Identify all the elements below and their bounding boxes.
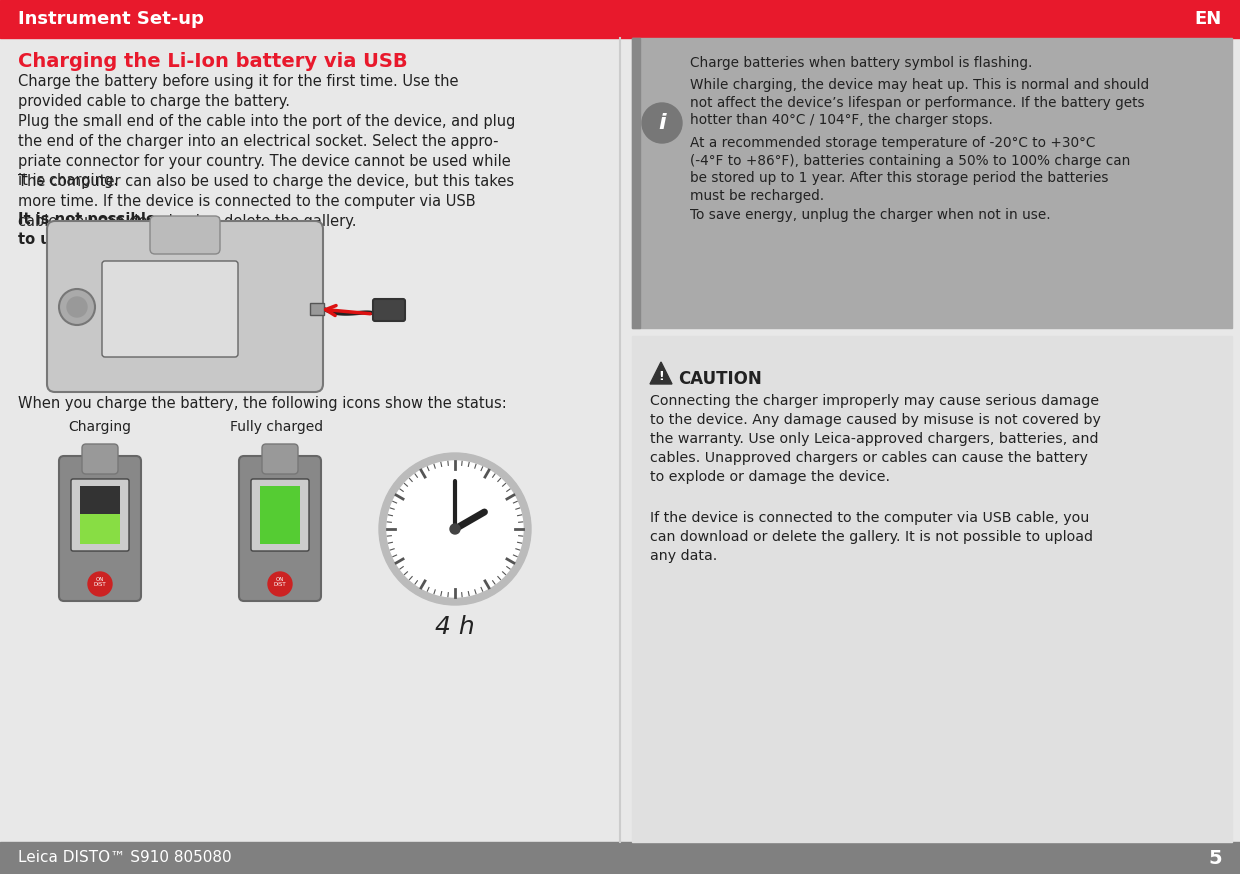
Circle shape	[67, 297, 87, 317]
Text: When you charge the battery, the following icons show the status:: When you charge the battery, the followi…	[19, 396, 507, 411]
FancyBboxPatch shape	[102, 261, 238, 357]
Bar	[632, 38, 640, 328]
Circle shape	[88, 572, 112, 596]
Text: Charging the Li-Ion battery via USB: Charging the Li-Ion battery via USB	[19, 52, 408, 71]
Text: ON
DIST: ON DIST	[94, 577, 107, 587]
Text: Leica DISTO™ S910 805080: Leica DISTO™ S910 805080	[19, 850, 232, 865]
Text: Charge the battery before using it for the first time. Use the
provided cable to: Charge the battery before using it for t…	[19, 74, 459, 108]
Text: CAUTION: CAUTION	[678, 370, 761, 388]
Text: ON
DIST: ON DIST	[274, 577, 286, 587]
FancyBboxPatch shape	[239, 456, 321, 601]
Bar	[81, 486, 120, 514]
Text: Charging: Charging	[68, 420, 131, 434]
Bar	[260, 486, 300, 544]
Circle shape	[642, 103, 682, 143]
Text: 4 h: 4 h	[435, 615, 475, 639]
Circle shape	[450, 524, 460, 534]
Text: It is not possible
to upload any data.: It is not possible to upload any data.	[19, 212, 180, 246]
Text: !: !	[658, 370, 663, 383]
Bar	[0, 842, 1240, 874]
Text: Plug the small end of the cable into the port of the device, and plug
the end of: Plug the small end of the cable into the…	[19, 114, 516, 189]
Bar	[0, 0, 1240, 38]
FancyBboxPatch shape	[60, 456, 141, 601]
FancyBboxPatch shape	[71, 479, 129, 551]
FancyBboxPatch shape	[82, 444, 118, 474]
FancyBboxPatch shape	[262, 444, 298, 474]
FancyBboxPatch shape	[150, 216, 219, 254]
Polygon shape	[650, 362, 672, 384]
Text: At a recommended storage temperature of -20°C to +30°C
(-4°F to +86°F), batterie: At a recommended storage temperature of …	[689, 135, 1131, 204]
Circle shape	[387, 461, 523, 597]
Text: If the device is connected to the computer via USB cable, you
can download or de: If the device is connected to the comput…	[650, 511, 1092, 563]
Text: Connecting the charger improperly may cause serious damage
to the device. Any da: Connecting the charger improperly may ca…	[650, 394, 1101, 484]
Text: EN: EN	[1195, 10, 1221, 28]
Bar	[81, 514, 120, 544]
Bar	[310, 303, 324, 315]
FancyBboxPatch shape	[250, 479, 309, 551]
Text: Fully charged: Fully charged	[229, 420, 324, 434]
Circle shape	[268, 572, 291, 596]
Circle shape	[60, 289, 95, 325]
FancyBboxPatch shape	[373, 299, 405, 321]
Text: i: i	[658, 113, 666, 133]
Circle shape	[379, 453, 531, 605]
Text: Instrument Set-up: Instrument Set-up	[19, 10, 203, 28]
FancyBboxPatch shape	[47, 221, 322, 392]
Text: While charging, the device may heat up. This is normal and should
not affect the: While charging, the device may heat up. …	[689, 78, 1149, 128]
Text: 5: 5	[1208, 849, 1221, 868]
Text: Charge batteries when battery symbol is flashing.: Charge batteries when battery symbol is …	[689, 56, 1033, 70]
Text: The computer can also be used to charge the device, but this takes
more time. If: The computer can also be used to charge …	[19, 174, 515, 229]
Bar	[632, 38, 1233, 328]
Bar	[632, 336, 1233, 842]
Text: To save energy, unplug the charger when not in use.: To save energy, unplug the charger when …	[689, 208, 1050, 222]
